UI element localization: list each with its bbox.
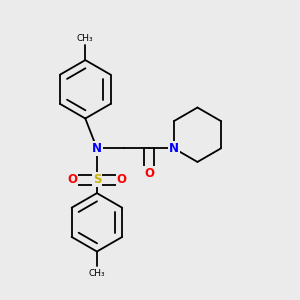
Text: CH₃: CH₃ bbox=[88, 269, 105, 278]
Text: N: N bbox=[169, 142, 179, 155]
Text: O: O bbox=[144, 167, 154, 180]
Text: O: O bbox=[67, 173, 77, 186]
Text: S: S bbox=[93, 173, 101, 186]
Text: O: O bbox=[117, 173, 127, 186]
Text: CH₃: CH₃ bbox=[77, 34, 94, 43]
Text: N: N bbox=[169, 142, 179, 155]
Text: N: N bbox=[92, 142, 102, 155]
